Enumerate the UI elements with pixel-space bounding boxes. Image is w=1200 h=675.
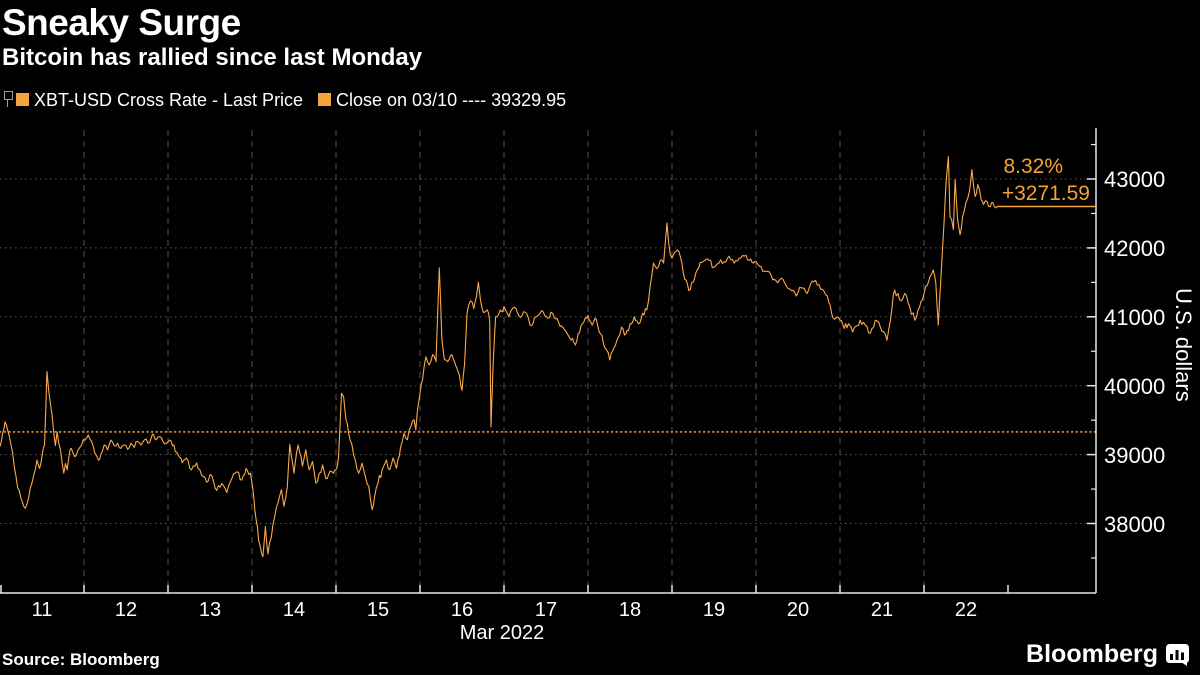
legend-close-label: Close on 03/10 ---- 39329.95 <box>336 90 567 110</box>
absolute-change-annotation: +3271.59 <box>1001 182 1090 205</box>
close-legend-swatch-icon <box>318 93 331 106</box>
x-day-label: 17 <box>534 599 558 621</box>
bloomberg-logo: Bloomberg <box>1026 640 1190 669</box>
y-tick-label: 40000 <box>1104 373 1166 399</box>
x-day-label: 13 <box>198 599 222 621</box>
x-day-label: 16 <box>450 599 474 621</box>
x-day-label: 14 <box>282 599 306 621</box>
x-day-label: 15 <box>366 599 390 621</box>
x-axis-month-label: Mar 2022 <box>459 622 545 644</box>
tracker-flag-icon <box>4 91 13 100</box>
y-axis-title: U.S. dollars <box>1171 288 1196 402</box>
x-day-label: 21 <box>870 599 894 621</box>
y-tick-label: 42000 <box>1104 235 1166 261</box>
bloomberg-logo-text: Bloomberg <box>1026 640 1158 668</box>
x-day-label: 11 <box>31 599 53 621</box>
price-line <box>0 156 998 558</box>
y-tick-label: 41000 <box>1104 304 1166 330</box>
x-day-label: 18 <box>618 599 642 621</box>
chart-subtitle: Bitcoin has rallied since last Monday <box>2 44 423 71</box>
y-tick-label: 43000 <box>1104 167 1166 192</box>
bloomberg-chart-icon <box>1166 643 1189 666</box>
series-legend-swatch-icon <box>16 93 29 106</box>
y-tick-label: 38000 <box>1104 511 1166 537</box>
x-day-label: 22 <box>954 599 978 621</box>
source-credit: Source: Bloomberg <box>2 650 160 669</box>
chart-title: Sneaky Surge <box>2 2 241 43</box>
tracker-flag-stem-icon <box>7 99 8 107</box>
x-day-label: 20 <box>786 599 810 621</box>
x-day-label: 12 <box>114 599 138 621</box>
x-day-label: 19 <box>702 599 726 621</box>
legend-series-label: XBT-USD Cross Rate - Last Price <box>34 90 304 110</box>
percent-change-annotation: 8.32% <box>1003 155 1063 178</box>
y-tick-label: 39000 <box>1104 442 1166 468</box>
